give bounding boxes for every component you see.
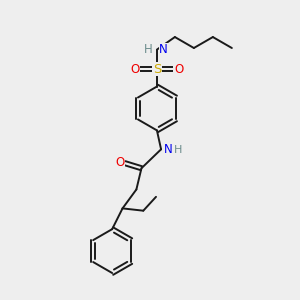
Text: O: O <box>130 63 140 76</box>
Text: S: S <box>153 63 161 76</box>
Text: N: N <box>164 143 172 156</box>
Text: H: H <box>174 146 182 155</box>
Text: H: H <box>144 43 153 56</box>
Text: O: O <box>115 155 124 169</box>
Text: O: O <box>174 63 183 76</box>
Text: N: N <box>159 43 168 56</box>
